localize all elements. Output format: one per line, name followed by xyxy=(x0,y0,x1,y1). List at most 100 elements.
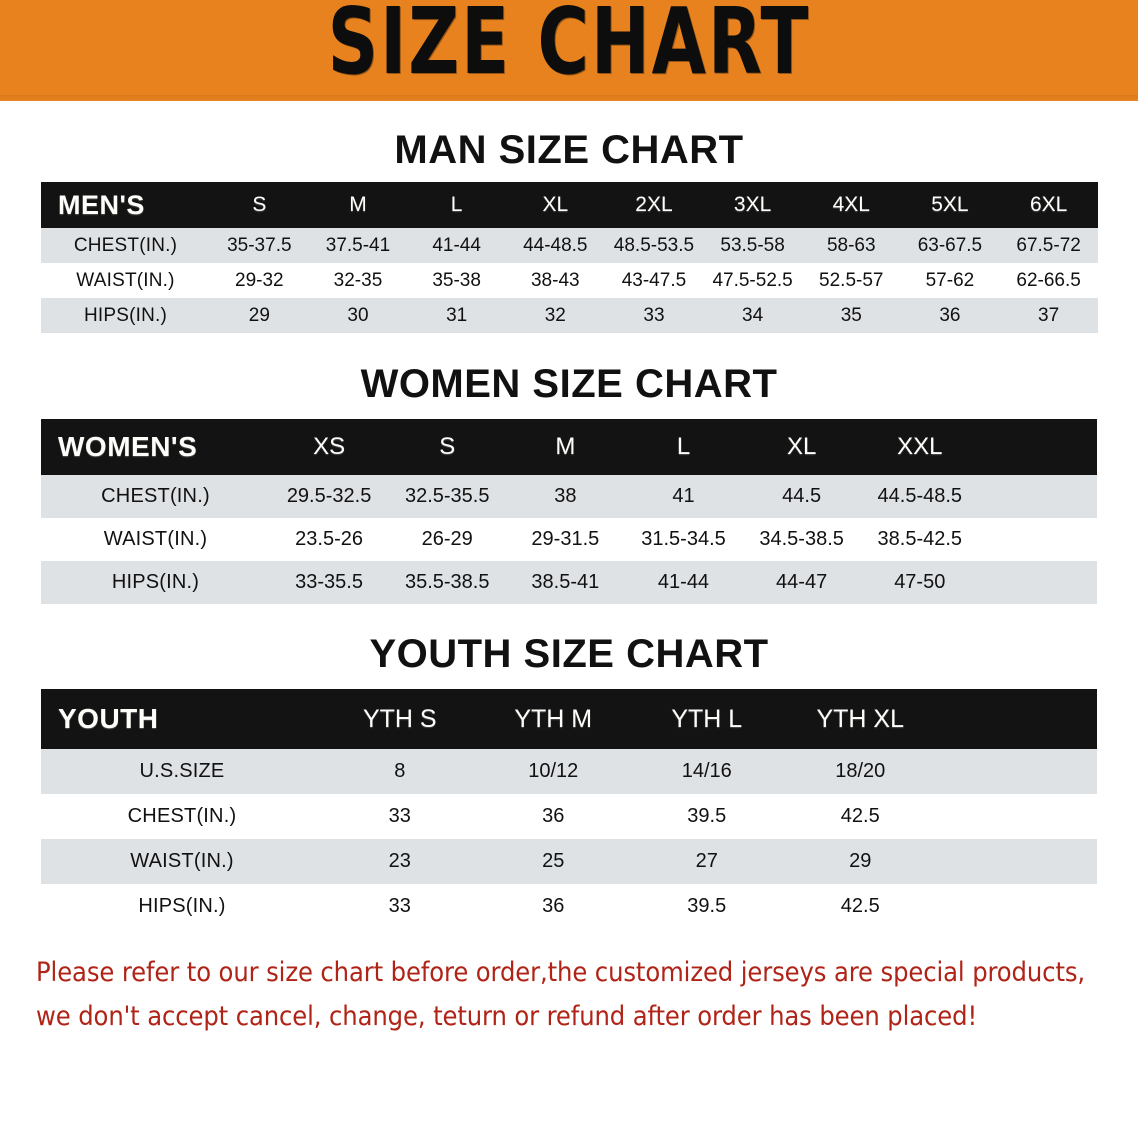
man-chest-m: 37.5-41 xyxy=(325,234,391,256)
man-waist-l: 35-38 xyxy=(432,269,481,291)
women-chest-xxl: 44.5-48.5 xyxy=(877,485,963,507)
return-policy-note: Please refer to our size chart before or… xyxy=(36,951,1104,1038)
women-waist-l: 31.5-34.5 xyxy=(641,528,726,550)
youth-col-xl: YTH XL xyxy=(816,704,905,733)
youth-waist-xl: 29 xyxy=(849,850,872,872)
man-col-s: S xyxy=(252,193,267,216)
women-col-s: S xyxy=(439,433,456,460)
man-chest-5xl: 63-67.5 xyxy=(917,234,983,256)
women-size-table: WOMEN'S XS S M L XL XXL CHEST(IN.) 29.5-… xyxy=(41,419,1097,604)
youth-hips-xl: 42.5 xyxy=(840,895,880,917)
youth-table-body: U.S.SIZE 8 10/12 14/16 18/20 CHEST(IN.) … xyxy=(41,749,1097,929)
women-hips-xs: 33-35.5 xyxy=(295,571,363,593)
youth-ussize-m: 10/12 xyxy=(528,760,579,782)
youth-row-label-ussize: U.S.SIZE xyxy=(139,760,225,782)
youth-waist-s: 23 xyxy=(388,850,411,872)
women-waist-xxl: 38.5-42.5 xyxy=(877,528,963,550)
youth-ussize-l: 14/16 xyxy=(681,760,732,782)
table-header-row: YOUTH YTH S YTH M YTH L YTH XL xyxy=(41,689,1097,749)
header-banner: SIZE CHART xyxy=(0,0,1138,101)
table-row: U.S.SIZE 8 10/12 14/16 18/20 xyxy=(41,749,1097,794)
man-waist-m: 32-35 xyxy=(333,269,383,291)
women-row-spacer xyxy=(979,475,1097,518)
women-corner-label: WOMEN'S xyxy=(58,431,198,462)
women-row-label-hips: HIPS(IN.) xyxy=(111,571,200,593)
youth-col-s: YTH S xyxy=(362,704,437,733)
youth-ussize-xl: 18/20 xyxy=(835,760,886,782)
women-col-xs: XS xyxy=(313,433,346,460)
man-waist-4xl: 52.5-57 xyxy=(819,269,884,291)
youth-row-spacer xyxy=(937,749,1097,794)
women-waist-s: 26-29 xyxy=(421,528,473,550)
man-waist-s: 29-32 xyxy=(235,269,284,291)
table-header-row: WOMEN'S XS S M L XL XXL xyxy=(41,419,1097,475)
man-chest-2xl: 48.5-53.5 xyxy=(613,234,695,256)
man-chest-xl: 44-48.5 xyxy=(523,234,588,256)
women-row-label-chest: CHEST(IN.) xyxy=(101,485,210,507)
man-hips-4xl: 35 xyxy=(840,304,862,326)
women-waist-xs: 23.5-26 xyxy=(295,528,363,550)
man-col-6xl: 6XL xyxy=(1029,193,1068,216)
youth-row-spacer xyxy=(937,884,1097,929)
women-chest-l: 41 xyxy=(672,485,695,507)
youth-waist-l: 27 xyxy=(695,850,718,872)
youth-waist-m: 25 xyxy=(542,850,565,872)
youth-chest-m: 36 xyxy=(542,805,565,827)
table-row: WAIST(IN.) 29-32 32-35 35-38 38-43 43-47… xyxy=(41,263,1098,298)
women-chest-s: 32.5-35.5 xyxy=(404,485,490,507)
women-col-m: M xyxy=(555,433,576,460)
man-hips-s: 29 xyxy=(248,304,270,326)
women-chest-m: 38 xyxy=(554,485,577,507)
women-hips-xxl: 47-50 xyxy=(894,571,946,593)
youth-ussize-s: 8 xyxy=(394,760,406,782)
table-header-row: MEN'S S M L XL 2XL 3XL 4XL 5XL 6XL xyxy=(41,182,1098,228)
man-size-table: MEN'S S M L XL 2XL 3XL 4XL 5XL 6XL CHEST… xyxy=(41,182,1098,333)
youth-section-title: YOUTH SIZE CHART xyxy=(369,632,769,676)
women-hips-m: 38.5-41 xyxy=(531,571,600,593)
women-col-xxl: XXL xyxy=(897,433,943,460)
man-col-3xl: 3XL xyxy=(733,193,772,216)
man-hips-l: 31 xyxy=(446,304,468,326)
man-col-m: M xyxy=(349,193,367,216)
man-row-label-waist: WAIST(IN.) xyxy=(76,269,175,291)
man-waist-6xl: 62-66.5 xyxy=(1016,269,1081,291)
man-waist-5xl: 57-62 xyxy=(925,269,975,291)
women-hips-xl: 44-47 xyxy=(776,571,828,593)
man-chest-3xl: 53.5-58 xyxy=(720,234,785,256)
youth-row-spacer xyxy=(937,794,1097,839)
man-waist-2xl: 43-47.5 xyxy=(621,269,687,291)
man-hips-2xl: 33 xyxy=(643,304,665,326)
table-row: HIPS(IN.) 29 30 31 32 33 34 35 36 37 xyxy=(41,298,1098,333)
youth-row-label-waist: WAIST(IN.) xyxy=(130,850,234,872)
man-hips-5xl: 36 xyxy=(939,304,961,326)
women-header-spacer xyxy=(979,419,1097,475)
youth-corner-label: YOUTH xyxy=(58,703,159,734)
man-col-5xl: 5XL xyxy=(931,193,969,216)
man-corner-label: MEN'S xyxy=(58,189,145,220)
return-policy-line-2: we don't accept cancel, change, teturn o… xyxy=(36,1000,978,1032)
women-row-label-waist: WAIST(IN.) xyxy=(103,528,208,550)
table-row: WAIST(IN.) 23.5-26 26-29 29-31.5 31.5-34… xyxy=(41,518,1097,561)
table-row: CHEST(IN.) 33 36 39.5 42.5 xyxy=(41,794,1097,839)
youth-table-head: YOUTH YTH S YTH M YTH L YTH XL xyxy=(41,689,1097,749)
man-hips-6xl: 37 xyxy=(1038,304,1060,326)
man-row-label-hips: HIPS(IN.) xyxy=(83,304,168,326)
table-row: HIPS(IN.) 33-35.5 35.5-38.5 38.5-41 41-4… xyxy=(41,561,1097,604)
women-table-body: CHEST(IN.) 29.5-32.5 32.5-35.5 38 41 44.… xyxy=(41,475,1097,604)
women-section-title: WOMEN SIZE CHART xyxy=(360,362,778,406)
man-col-xl: XL xyxy=(542,193,569,216)
table-row: CHEST(IN.) 35-37.5 37.5-41 41-44 44-48.5… xyxy=(41,228,1098,263)
youth-col-l: YTH L xyxy=(671,704,743,733)
youth-hips-l: 39.5 xyxy=(687,895,727,917)
women-col-l: L xyxy=(676,433,691,460)
women-hips-s: 35.5-38.5 xyxy=(404,571,490,593)
youth-row-label-chest: CHEST(IN.) xyxy=(127,805,237,827)
youth-header-spacer xyxy=(937,689,1097,749)
man-hips-m: 30 xyxy=(347,304,369,326)
table-row: CHEST(IN.) 29.5-32.5 32.5-35.5 38 41 44.… xyxy=(41,475,1097,518)
man-col-4xl: 4XL xyxy=(832,193,870,216)
women-col-xl: XL xyxy=(786,433,817,460)
women-table-head: WOMEN'S XS S M L XL XXL xyxy=(41,419,1097,475)
table-row: HIPS(IN.) 33 36 39.5 42.5 xyxy=(41,884,1097,929)
youth-hips-m: 36 xyxy=(542,895,565,917)
